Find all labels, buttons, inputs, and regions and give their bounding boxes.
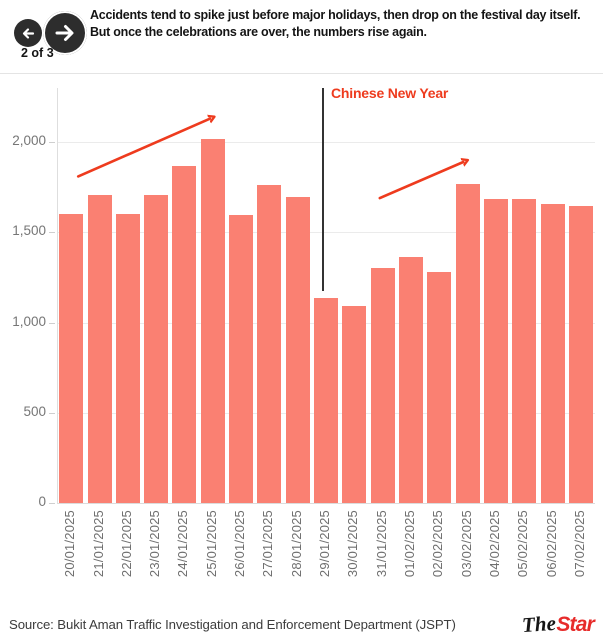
x-axis-label: 26/01/2025 [232, 510, 248, 578]
holiday-annotation-label: Chinese New Year [331, 85, 449, 101]
bar[interactable] [87, 195, 112, 503]
bar[interactable] [455, 183, 480, 503]
x-axis-label: 20/01/2025 [62, 510, 78, 578]
logo-star-text: Star [556, 613, 594, 636]
y-tick [49, 142, 55, 144]
x-axis-label: 07/02/2025 [571, 510, 587, 578]
x-axis-label: 01/02/2025 [401, 510, 417, 578]
chart-description: Accidents tend to spike just before majo… [90, 7, 595, 41]
bar[interactable] [483, 199, 508, 503]
y-tick [49, 322, 55, 324]
bar[interactable] [200, 138, 225, 503]
y-axis-label: 2,000 [12, 133, 46, 149]
x-axis-label: 06/02/2025 [543, 510, 559, 578]
y-axis-label: 0 [38, 494, 46, 509]
y-axis-line [57, 88, 58, 503]
y-axis-label: 1,500 [12, 223, 46, 239]
x-axis-label: 24/01/2025 [175, 510, 191, 578]
logo-the-text: The [520, 610, 557, 638]
prev-button[interactable] [14, 19, 42, 47]
source-attribution: Source: Bukit Aman Traffic Investigation… [9, 617, 456, 632]
x-axis-label: 02/02/2025 [430, 510, 446, 578]
description-line1: Accidents tend to spike just before majo… [90, 8, 581, 22]
y-tick [49, 412, 55, 414]
bar[interactable] [540, 204, 565, 503]
x-axis-label: 21/01/2025 [90, 510, 106, 578]
bar[interactable] [314, 298, 338, 503]
x-axis-label: 22/01/2025 [118, 510, 134, 578]
footer: Source: Bukit Aman Traffic Investigation… [0, 607, 603, 642]
x-axis-label: 30/01/2025 [345, 510, 361, 578]
arrow-left-icon [22, 27, 34, 39]
x-axis-label: 28/01/2025 [288, 510, 304, 578]
bar[interactable] [172, 165, 197, 503]
pagination-indicator: 2 of 3 [21, 46, 54, 60]
x-axis-label: 05/02/2025 [515, 510, 531, 578]
bar[interactable] [285, 197, 310, 503]
x-axis-label: 04/02/2025 [486, 510, 502, 578]
x-axis-label: 23/01/2025 [147, 510, 163, 578]
x-axis-label: 25/01/2025 [203, 510, 219, 578]
bar[interactable] [370, 268, 395, 503]
y-axis-label: 500 [23, 403, 46, 419]
y-tick [49, 232, 55, 234]
description-line2: But once the celebrations are over, the … [90, 25, 427, 39]
holiday-annotation-line [322, 88, 324, 292]
next-button[interactable] [43, 11, 87, 55]
bar[interactable] [427, 272, 452, 503]
bar[interactable] [512, 199, 537, 503]
chart-section: 0 500 1,000 1,500 2,000 20/01/2025 21/01/2025 2… [0, 74, 603, 607]
x-axis-label: 31/01/2025 [373, 510, 389, 578]
bar[interactable] [398, 256, 423, 503]
y-axis-label: 1,000 [12, 313, 46, 329]
bar[interactable] [342, 306, 367, 503]
thestar-logo: The Star [520, 610, 595, 638]
gridline [57, 142, 595, 144]
arrow-right-icon [55, 25, 74, 41]
x-axis-label: 29/01/2025 [317, 510, 332, 578]
bar[interactable] [59, 214, 84, 503]
x-axis-label: 27/01/2025 [260, 510, 276, 578]
header: 2 of 3 Accidents tend to spike just befo… [0, 0, 603, 74]
x-axis-label: 03/02/2025 [458, 510, 474, 578]
bar[interactable] [115, 214, 140, 503]
bar[interactable] [568, 206, 593, 503]
gridline [57, 232, 595, 234]
trend-arrow [378, 162, 464, 200]
y-tick [49, 503, 55, 504]
bar[interactable] [229, 215, 254, 503]
gridline [57, 503, 595, 504]
bar[interactable] [144, 195, 169, 503]
bar[interactable] [257, 185, 282, 503]
